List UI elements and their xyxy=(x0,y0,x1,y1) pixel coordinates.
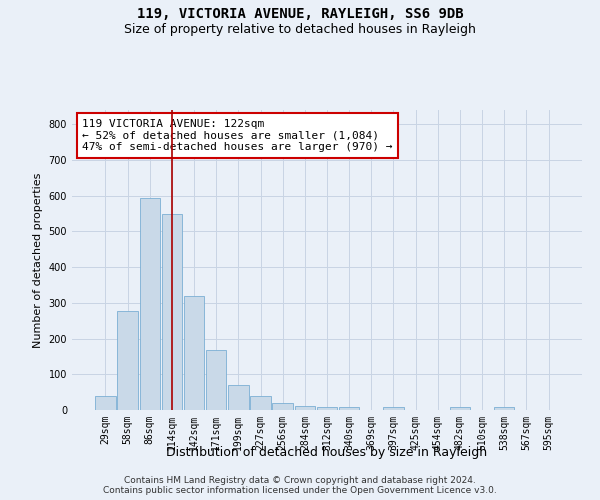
Bar xyxy=(184,296,204,410)
Bar xyxy=(494,407,514,410)
Y-axis label: Number of detached properties: Number of detached properties xyxy=(33,172,43,348)
Text: Size of property relative to detached houses in Rayleigh: Size of property relative to detached ho… xyxy=(124,22,476,36)
Bar xyxy=(250,396,271,410)
Bar xyxy=(161,214,182,410)
Bar xyxy=(450,407,470,410)
Text: 119 VICTORIA AVENUE: 122sqm
← 52% of detached houses are smaller (1,084)
47% of : 119 VICTORIA AVENUE: 122sqm ← 52% of det… xyxy=(82,119,392,152)
Bar xyxy=(140,198,160,410)
Bar xyxy=(383,407,404,410)
Bar xyxy=(339,407,359,410)
Bar xyxy=(95,396,116,410)
Bar xyxy=(272,403,293,410)
Text: 119, VICTORIA AVENUE, RAYLEIGH, SS6 9DB: 119, VICTORIA AVENUE, RAYLEIGH, SS6 9DB xyxy=(137,8,463,22)
Text: Contains HM Land Registry data © Crown copyright and database right 2024.
Contai: Contains HM Land Registry data © Crown c… xyxy=(103,476,497,495)
Bar xyxy=(295,406,315,410)
Text: Distribution of detached houses by size in Rayleigh: Distribution of detached houses by size … xyxy=(166,446,488,459)
Bar xyxy=(206,350,226,410)
Bar xyxy=(317,407,337,410)
Bar xyxy=(118,310,138,410)
Bar xyxy=(228,385,248,410)
